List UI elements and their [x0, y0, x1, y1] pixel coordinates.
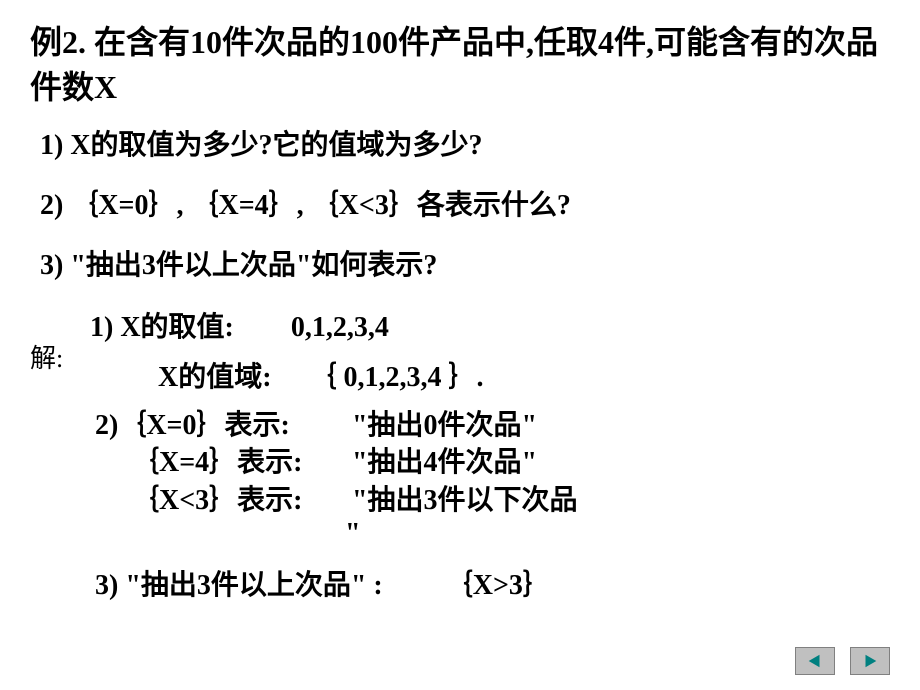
- answer-1b-label: X的值域:: [158, 362, 272, 393]
- arrow-left-icon: [806, 652, 824, 670]
- answer-2-row1-label: 2)｛X=0｝表示:: [95, 407, 345, 445]
- answer-2-row3-value: "抽出3件以下次品: [352, 485, 578, 516]
- answer-block: 1) X的取值: 0,1,2,3,4 X的值域: ｛ 0,1,2,3,4 ｝. …: [90, 305, 890, 603]
- answer-2-row-1: 2)｛X=0｝表示: "抽出0件次品": [95, 407, 890, 445]
- question-3: 3) "抽出3件以上次品"如何表示?: [30, 245, 890, 287]
- answer-2-row2-value: "抽出4件次品": [352, 447, 537, 478]
- question-1: 1) X的取值为多少?它的值域为多少?: [30, 125, 890, 167]
- answer-1: 1) X的取值: 0,1,2,3,4: [90, 305, 890, 345]
- next-button[interactable]: [850, 647, 890, 675]
- solution-label: 解:: [30, 338, 63, 375]
- answer-2-row3-label: ｛X<3｝表示:: [95, 482, 345, 520]
- answer-3: 3) "抽出3件以上次品" : ｛X>3｝: [95, 563, 890, 603]
- answer-2-row3-overflow: ": [345, 515, 890, 553]
- answer-1b: X的值域: ｛ 0,1,2,3,4 ｝.: [158, 355, 890, 395]
- answer-3-value: ｛X>3｝: [445, 570, 551, 601]
- answer-1b-values: ｛ 0,1,2,3,4 ｝.: [309, 362, 484, 393]
- answer-1-label: 1) X的取值:: [90, 312, 234, 343]
- answer-2: 2)｛X=0｝表示: "抽出0件次品" ｛X=4｝表示: "抽出4件次品" ｛X…: [95, 407, 890, 553]
- arrow-right-icon: [861, 652, 879, 670]
- nav-buttons: [795, 647, 890, 675]
- answer-1-values: 0,1,2,3,4: [291, 312, 389, 343]
- question-2: 2) ｛X=0｝, ｛X=4｝, ｛X<3｝各表示什么?: [30, 185, 890, 227]
- answer-2-row2-label: ｛X=4｝表示:: [95, 444, 345, 482]
- answer-2-row-2: ｛X=4｝表示: "抽出4件次品": [95, 444, 890, 482]
- example-title: 例2. 在含有10件次品的100件产品中,任取4件,可能含有的次品件数X: [30, 20, 890, 110]
- answer-2-row1-value: "抽出0件次品": [352, 410, 537, 441]
- prev-button[interactable]: [795, 647, 835, 675]
- answer-3-label: 3) "抽出3件以上次品" :: [95, 570, 383, 601]
